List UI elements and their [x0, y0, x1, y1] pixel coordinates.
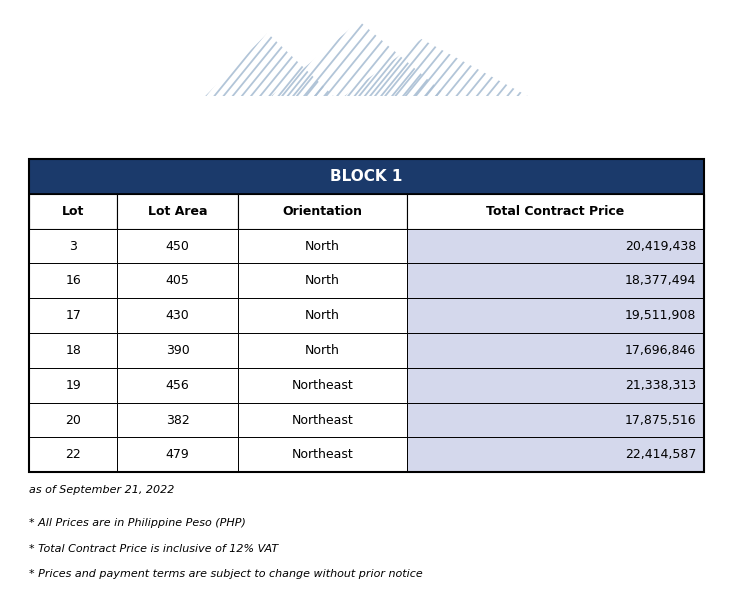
Bar: [29, 229, 117, 263]
Bar: [29, 298, 117, 333]
Text: Northeast: Northeast: [292, 413, 353, 427]
Bar: [29, 159, 704, 194]
Bar: [238, 229, 407, 263]
Bar: [29, 263, 117, 298]
Text: 20: 20: [65, 413, 81, 427]
Text: as of September 21, 2022: as of September 21, 2022: [29, 485, 174, 496]
Text: Northeast: Northeast: [292, 448, 353, 461]
Text: * Prices and payment terms are subject to change without prior notice: * Prices and payment terms are subject t…: [29, 569, 423, 579]
Text: 382: 382: [166, 413, 190, 427]
Text: 22: 22: [65, 448, 81, 461]
Bar: [117, 263, 238, 298]
Text: 479: 479: [166, 448, 190, 461]
Bar: [407, 298, 704, 333]
Text: 405: 405: [166, 274, 190, 287]
Text: * All Prices are in Philippine Peso (PHP): * All Prices are in Philippine Peso (PHP…: [29, 518, 246, 529]
Bar: [117, 194, 238, 229]
Text: 17,696,846: 17,696,846: [625, 344, 696, 357]
Text: 450: 450: [166, 239, 190, 253]
Bar: [29, 368, 117, 403]
Bar: [117, 437, 238, 472]
Text: * Total Contract Price is inclusive of 12% VAT: * Total Contract Price is inclusive of 1…: [29, 544, 279, 554]
Text: 19,511,908: 19,511,908: [625, 309, 696, 322]
Bar: [29, 403, 117, 437]
Bar: [407, 403, 704, 437]
Bar: [238, 263, 407, 298]
Bar: [117, 229, 238, 263]
Text: 456: 456: [166, 379, 190, 392]
Bar: [407, 229, 704, 263]
Text: North: North: [305, 309, 340, 322]
Text: Total Contract Price: Total Contract Price: [486, 205, 625, 218]
Text: 18: 18: [65, 344, 81, 357]
Bar: [117, 298, 238, 333]
Bar: [407, 194, 704, 229]
Text: 19: 19: [65, 379, 81, 392]
Text: Orientation: Orientation: [283, 205, 363, 218]
Bar: [29, 333, 117, 368]
Text: 16: 16: [65, 274, 81, 287]
Bar: [238, 298, 407, 333]
Text: 390: 390: [166, 344, 190, 357]
Bar: [238, 333, 407, 368]
Text: 18,377,494: 18,377,494: [625, 274, 696, 287]
Bar: [407, 333, 704, 368]
Bar: [29, 159, 704, 472]
Bar: [29, 437, 117, 472]
Bar: [117, 368, 238, 403]
Bar: [29, 194, 117, 229]
Text: BLOCK 1: BLOCK 1: [331, 169, 402, 184]
Text: North: North: [305, 239, 340, 253]
Bar: [117, 403, 238, 437]
Bar: [238, 403, 407, 437]
Text: North: North: [305, 274, 340, 287]
Text: North: North: [305, 344, 340, 357]
Text: Northeast: Northeast: [292, 379, 353, 392]
Bar: [117, 333, 238, 368]
Bar: [407, 368, 704, 403]
Bar: [238, 194, 407, 229]
Bar: [238, 368, 407, 403]
Text: Lot Area: Lot Area: [148, 205, 207, 218]
Text: 20,419,438: 20,419,438: [625, 239, 696, 253]
Text: 22,414,587: 22,414,587: [625, 448, 696, 461]
Bar: [407, 263, 704, 298]
Bar: [407, 437, 704, 472]
Text: 21,338,313: 21,338,313: [625, 379, 696, 392]
Bar: [238, 437, 407, 472]
Text: 17: 17: [65, 309, 81, 322]
Text: 17,875,516: 17,875,516: [625, 413, 696, 427]
Text: 3: 3: [69, 239, 77, 253]
Text: Lot: Lot: [62, 205, 84, 218]
Text: 430: 430: [166, 309, 190, 322]
